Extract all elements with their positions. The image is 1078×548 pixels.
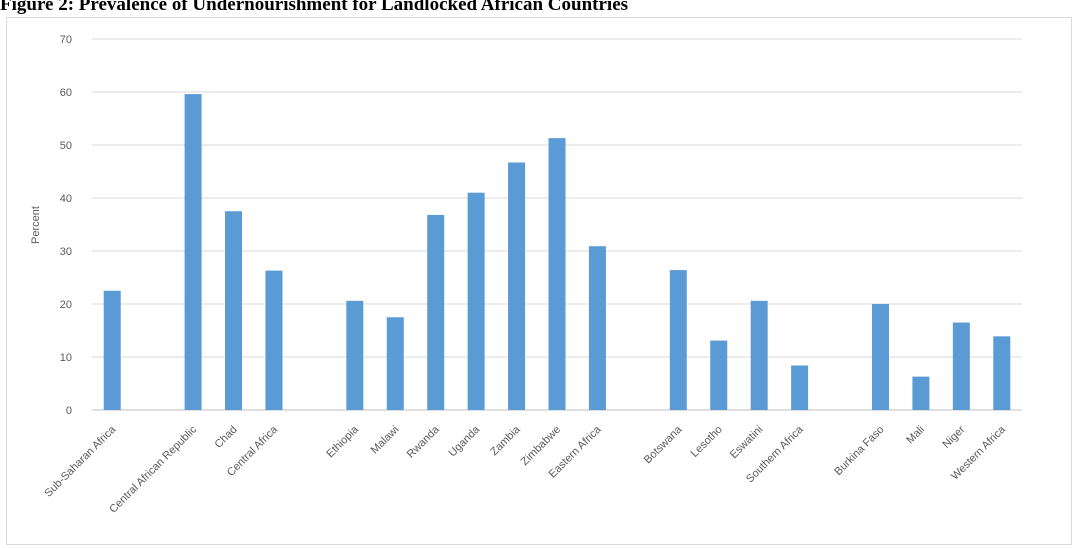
y-tick-label: 40 — [60, 193, 72, 205]
bar — [184, 94, 202, 411]
bar — [912, 376, 930, 410]
x-tick-label: Niger — [940, 423, 967, 450]
x-tick-label: Malawi — [369, 424, 402, 457]
y-tick-label: 0 — [66, 405, 72, 417]
bar — [467, 192, 485, 410]
x-tick-label: Chad — [213, 424, 240, 451]
x-tick-label: Botswana — [642, 423, 685, 466]
y-tick-label: 70 — [60, 34, 72, 46]
x-tick-label: Rwanda — [405, 423, 443, 461]
bars — [103, 94, 1011, 411]
bar — [588, 246, 606, 410]
bar — [952, 322, 970, 410]
x-tick-label: Sub-Saharan Africa — [42, 423, 119, 500]
bar — [265, 270, 283, 410]
bar — [548, 138, 566, 411]
y-tick-label: 50 — [60, 140, 72, 152]
bar — [993, 336, 1011, 410]
bar — [710, 340, 728, 410]
x-tick-label: Ethiopia — [324, 423, 361, 460]
chart-frame — [6, 17, 1072, 545]
x-tick-label: Central African Republic — [107, 423, 199, 515]
figure-title: Figure 2: Prevalence of Undernourishment… — [0, 0, 629, 15]
y-axis-label: Percent — [30, 206, 42, 244]
bar — [225, 211, 243, 410]
x-tick-label: Eswatini — [728, 424, 765, 461]
y-tick-label: 10 — [60, 352, 72, 364]
bar — [669, 270, 687, 410]
bar — [750, 300, 768, 410]
y-tick-label: 30 — [60, 246, 72, 258]
bar — [103, 290, 121, 410]
x-tick-label: Lesotho — [689, 424, 725, 460]
bar — [346, 300, 364, 410]
x-tick-label: Zambia — [488, 423, 523, 458]
x-tick-label: Uganda — [447, 423, 483, 459]
x-tick-label: Mali — [904, 424, 927, 447]
y-axis-ticks: 0 10 20 30 40 50 60 70 — [60, 34, 72, 417]
bar — [427, 214, 445, 410]
y-tick-label: 60 — [60, 87, 72, 99]
bar — [791, 365, 809, 410]
y-tick-label: 20 — [60, 299, 72, 311]
bar — [508, 162, 526, 410]
bar — [386, 317, 404, 410]
bar — [871, 304, 889, 410]
x-tick-label: Burkina Faso — [832, 424, 886, 478]
